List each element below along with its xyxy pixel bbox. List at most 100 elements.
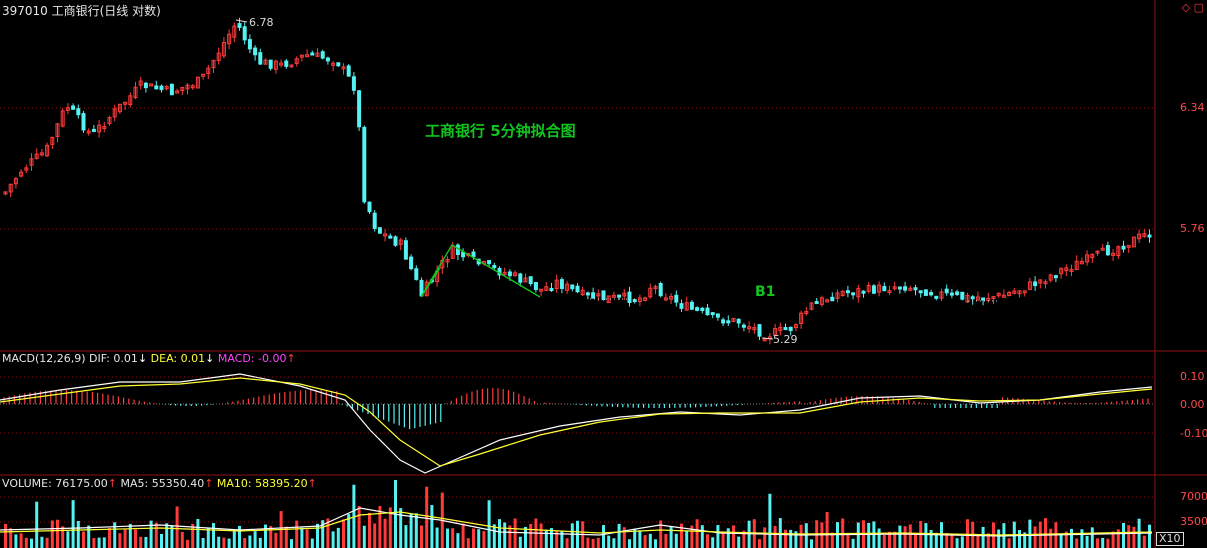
candle-body (778, 326, 783, 332)
volume-bar (196, 519, 200, 548)
volume-bar (212, 523, 215, 548)
volume-bar (711, 537, 715, 548)
low-price-label: 5.29 (773, 333, 798, 346)
volume-header: VOLUME: 76175.00↑ MA5: 55350.40↑ MA10: 5… (2, 477, 317, 490)
candle-body (149, 83, 154, 87)
volume-axis-tick: 70000 (1180, 490, 1207, 503)
volume-bar (773, 526, 777, 548)
volume-bar (191, 523, 195, 548)
candle-body (622, 292, 627, 297)
volume-bar (586, 537, 590, 548)
candle-body (388, 235, 393, 239)
candle-body (731, 317, 736, 322)
candle-body (1085, 254, 1090, 263)
price-axis-tick: 5.76 (1180, 222, 1205, 235)
volume-bar (524, 526, 527, 548)
candle-body (809, 302, 814, 310)
volume-bar (706, 534, 709, 548)
volume-bar (378, 505, 382, 548)
candle-body (65, 107, 70, 111)
dif-value: DIF: 0.01 (89, 352, 138, 365)
volume-bar (206, 527, 210, 548)
candle-body (1142, 233, 1147, 237)
volume-bar (45, 537, 49, 548)
volume-bar (877, 528, 881, 548)
candle-body (695, 307, 700, 311)
candle-body (284, 60, 289, 67)
candle-body (97, 124, 102, 133)
volume-bar (290, 539, 293, 548)
volume-bar (19, 533, 23, 548)
volume-bar (846, 534, 850, 548)
volume-bar (186, 539, 189, 548)
volume-bar (284, 526, 288, 548)
arrow-up-icon: ↑ (307, 477, 317, 490)
volume-bar (66, 531, 70, 548)
candle-body (570, 284, 575, 290)
candle-body (60, 110, 65, 127)
candle-body (299, 54, 304, 58)
candle-body (710, 312, 715, 316)
candle-body (367, 201, 372, 213)
volume-bar (867, 522, 871, 548)
candle-body (877, 284, 882, 293)
volume-bar (830, 532, 834, 548)
volume-bar (243, 538, 247, 548)
candle-body (289, 64, 294, 68)
high-price-label: 6.78 (249, 16, 274, 29)
maximize-icon[interactable]: ▢ (1193, 1, 1204, 14)
volume-bar (227, 538, 231, 548)
arrow-down-icon: ↓ (205, 352, 215, 365)
volume-bar (929, 530, 933, 548)
candle-body (513, 272, 518, 277)
volume-bar (674, 533, 678, 548)
candle-body (305, 54, 310, 58)
candle-body (1007, 291, 1012, 297)
volume-bar (591, 538, 595, 548)
candle-body (351, 76, 356, 91)
candle-body (502, 271, 507, 275)
volume-bar (893, 531, 897, 548)
candle-body (617, 294, 622, 298)
volume-bar (518, 536, 522, 548)
candle-body (237, 23, 242, 28)
volume-bar (456, 533, 460, 548)
candle-body (19, 171, 24, 177)
candle-body (960, 291, 965, 300)
candle-body (24, 167, 29, 171)
candle-body (949, 292, 954, 296)
volume-bar (747, 520, 751, 548)
volume-bar (1101, 537, 1105, 548)
volume-bar (134, 529, 137, 548)
volume-bar (539, 523, 543, 548)
volume-bar (362, 525, 366, 548)
scale-badge[interactable]: X10 (1156, 532, 1184, 546)
volume-bar (596, 537, 600, 548)
candle-body (310, 52, 315, 56)
volume-bar (560, 530, 564, 548)
candle-body (596, 293, 601, 297)
volume-bar (570, 523, 574, 548)
candle-body (336, 62, 341, 67)
restore-icon[interactable]: ◇ (1181, 1, 1191, 14)
candle-body (965, 294, 970, 303)
volume-bar (550, 528, 553, 548)
volume-bar (882, 535, 886, 548)
candle-body (918, 290, 923, 294)
candle-body (757, 324, 762, 337)
volume-bar (1007, 538, 1011, 548)
candle-body (242, 26, 247, 41)
candle-body (996, 292, 1001, 297)
volume-bar (1116, 529, 1120, 548)
volume-bar (726, 528, 730, 548)
candle-body (897, 286, 902, 290)
candle-body (663, 297, 668, 301)
volume-bar (960, 536, 964, 548)
candle-body (273, 60, 278, 70)
volume-bar (222, 537, 226, 548)
buy-marker-b1: B1 (755, 284, 776, 300)
volume-bar (331, 531, 335, 548)
candle-body (658, 283, 663, 297)
volume-axis-tick: 35000 (1180, 515, 1207, 528)
